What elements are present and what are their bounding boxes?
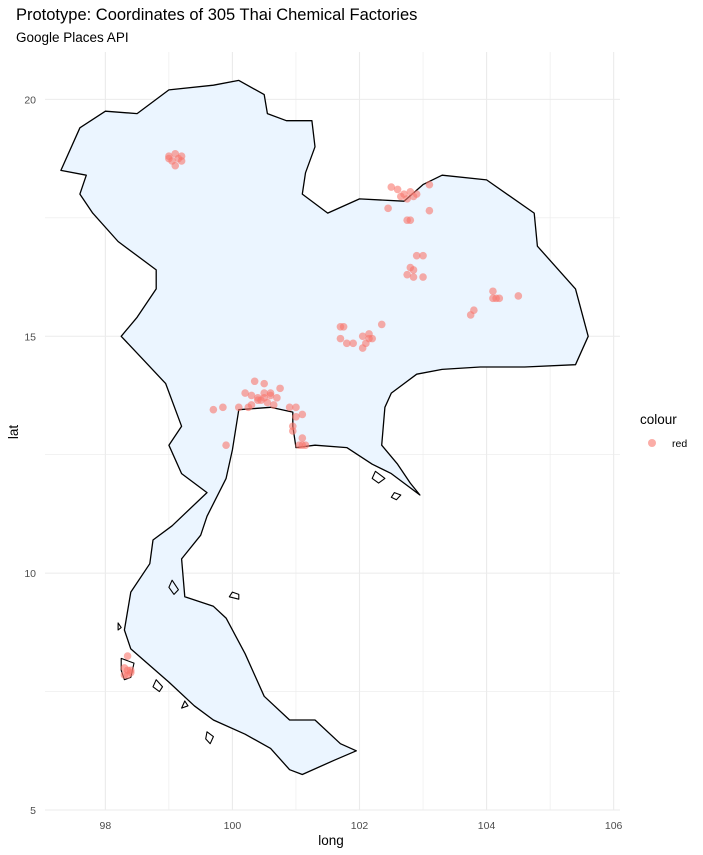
- factory-point: [247, 391, 256, 400]
- x-tick-label: 98: [100, 820, 112, 832]
- factory-point: [425, 180, 434, 189]
- factory-point: [489, 287, 497, 296]
- factory-point: [126, 666, 135, 675]
- y-axis-title: lat: [6, 425, 21, 440]
- chart-title: Prototype: Coordinates of 305 Thai Chemi…: [16, 6, 418, 24]
- factory-point: [171, 161, 180, 170]
- factory-point: [273, 394, 281, 402]
- factory-point: [292, 403, 300, 412]
- factory-point: [260, 394, 268, 402]
- y-tick-label: 15: [24, 331, 36, 343]
- factory-point: [403, 195, 411, 203]
- factory-point: [358, 332, 367, 341]
- factory-point: [165, 154, 173, 163]
- x-tick-label: 104: [478, 820, 496, 832]
- x-axis-title: long: [318, 833, 344, 848]
- island-outline: [390, 492, 402, 501]
- legend: colour red: [640, 412, 687, 450]
- x-tick-label: 106: [605, 820, 623, 832]
- legend-label-red: red: [672, 438, 687, 450]
- x-axis-ticks: 98 100 102 104 106: [100, 820, 623, 832]
- factory-point: [409, 273, 418, 281]
- factory-point: [349, 339, 357, 348]
- factory-point: [495, 294, 504, 303]
- factory-point: [209, 405, 218, 414]
- legend-title: colour: [640, 412, 677, 427]
- factory-point: [419, 251, 427, 260]
- factory-point: [260, 379, 268, 388]
- factory-point: [177, 157, 186, 165]
- factory-point: [342, 339, 351, 348]
- factory-point: [514, 292, 523, 300]
- data-points: [120, 150, 523, 679]
- factory-point: [489, 294, 497, 303]
- factory-point: [219, 403, 227, 412]
- factory-point: [123, 652, 132, 660]
- factory-point: [403, 270, 411, 279]
- factory-point: [301, 441, 310, 450]
- factory-point: [285, 403, 294, 412]
- factory-point: [254, 396, 262, 405]
- x-tick-label: 102: [351, 820, 369, 832]
- factory-point: [362, 339, 370, 348]
- factory-point: [384, 204, 392, 213]
- y-tick-label: 10: [24, 568, 36, 580]
- mainland-outline: [60, 79, 589, 776]
- factory-point: [419, 273, 427, 281]
- factory-point: [276, 384, 284, 393]
- island-outline: [205, 731, 214, 745]
- factory-point: [403, 216, 411, 224]
- island-outline: [117, 622, 122, 631]
- x-tick-label: 100: [224, 820, 242, 832]
- chart-subtitle: Google Places API: [16, 30, 129, 45]
- y-axis-ticks: 5 10 15 20: [24, 94, 36, 817]
- island-outline: [371, 470, 386, 484]
- factory-point: [298, 434, 307, 442]
- island-outline: [228, 591, 240, 600]
- factory-point: [365, 330, 373, 338]
- factory-point: [412, 251, 421, 260]
- factory-point: [298, 410, 307, 419]
- y-tick-label: 5: [30, 805, 36, 817]
- island-outline: [152, 679, 164, 693]
- factory-point: [269, 401, 278, 409]
- legend-key-red: [648, 439, 656, 447]
- island-outline: [181, 700, 189, 709]
- factory-point: [336, 334, 345, 343]
- factory-point: [387, 183, 396, 191]
- factory-point: [409, 192, 418, 201]
- factory-point: [397, 192, 405, 201]
- factory-point: [234, 403, 243, 412]
- factory-point: [250, 377, 259, 386]
- factory-point: [266, 389, 275, 397]
- factory-point: [339, 322, 348, 331]
- factory-point: [244, 403, 253, 412]
- factory-point: [466, 311, 475, 319]
- factory-point: [425, 206, 434, 215]
- factory-point: [288, 427, 297, 435]
- island-outline: [168, 579, 179, 595]
- thailand-map: [60, 79, 589, 776]
- factory-point: [393, 185, 402, 194]
- factory-point: [222, 441, 230, 450]
- factory-point: [377, 320, 386, 329]
- y-tick-label: 20: [24, 94, 36, 106]
- factory-point: [295, 441, 303, 450]
- factory-point: [409, 266, 418, 274]
- factory-point: [292, 412, 300, 421]
- factory-point: [241, 389, 249, 397]
